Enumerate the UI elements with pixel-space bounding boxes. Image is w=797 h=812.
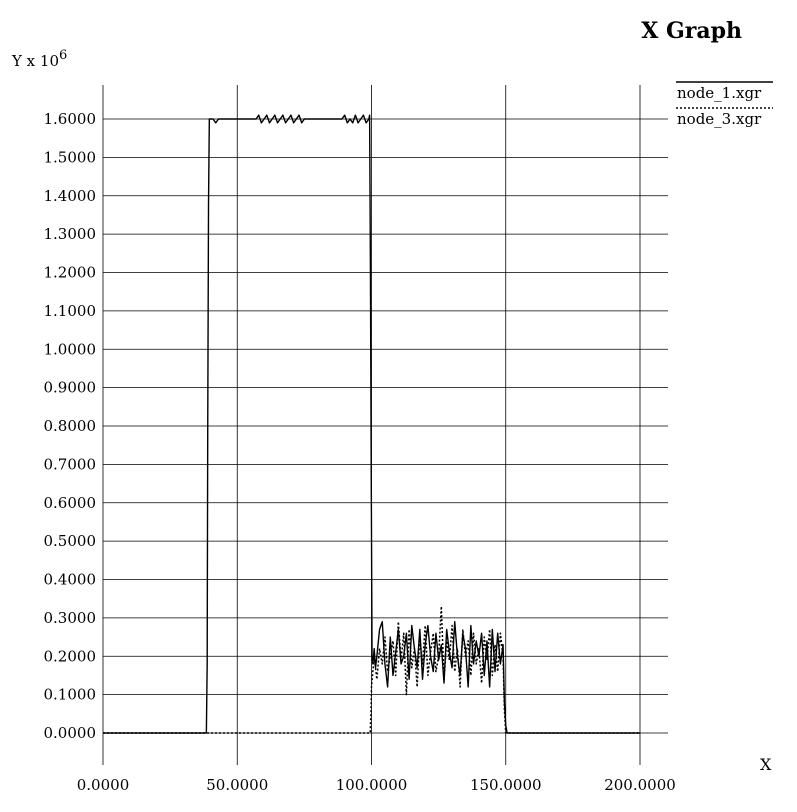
y-axis-label-exponent: 6 xyxy=(59,48,67,63)
chart-title: X Graph xyxy=(641,18,742,44)
y-tick-label: 0.8000 xyxy=(44,417,97,435)
legend: node_1.xgr node_3.xgr xyxy=(676,81,773,128)
y-tick-label: 0.3000 xyxy=(44,609,97,627)
y-axis-ticks: 0.0000 0.1000 0.2000 0.3000 0.4000 0.5000 0.60… xyxy=(44,110,97,742)
legend-label: node_1.xgr xyxy=(677,84,762,102)
y-tick-label: 1.6000 xyxy=(44,110,97,128)
x-tick-label: 50.0000 xyxy=(206,776,268,794)
x-tick-label: 200.0000 xyxy=(604,776,676,794)
x-tick-label: 0.0000 xyxy=(77,776,130,794)
y-axis-label: Y x 106 xyxy=(11,48,67,70)
y-tick-label: 0.6000 xyxy=(44,494,97,512)
series-group xyxy=(103,114,640,734)
y-tick-label: 1.0000 xyxy=(44,340,97,358)
y-tick-label: 1.4000 xyxy=(44,187,97,205)
y-tick-label: 0.4000 xyxy=(44,571,97,589)
grid xyxy=(102,85,668,765)
x-tick-label: 150.0000 xyxy=(470,776,542,794)
x-axis-label: X xyxy=(760,755,772,774)
y-tick-label: 1.1000 xyxy=(44,302,97,320)
y-tick-label: 0.2000 xyxy=(44,647,97,665)
y-axis-label-text: Y x 10 xyxy=(11,52,59,70)
legend-label: node_3.xgr xyxy=(677,110,762,128)
y-tick-label: 1.2000 xyxy=(44,264,97,282)
series-line-node-3-xgr xyxy=(103,605,640,734)
y-tick-label: 1.5000 xyxy=(44,148,97,166)
y-tick-label: 1.3000 xyxy=(44,225,97,243)
x-axis-ticks: 0.0000 50.0000 100.0000 150.0000 200.0000 xyxy=(77,776,676,794)
y-tick-label: 0.7000 xyxy=(44,455,97,473)
y-tick-label: 0.1000 xyxy=(44,686,97,704)
x-tick-label: 100.0000 xyxy=(336,776,408,794)
y-tick-label: 0.5000 xyxy=(44,532,97,550)
series-line-node-1-xgr xyxy=(103,114,640,734)
y-tick-label: 0.0000 xyxy=(44,724,97,742)
y-tick-label: 0.9000 xyxy=(44,379,97,397)
